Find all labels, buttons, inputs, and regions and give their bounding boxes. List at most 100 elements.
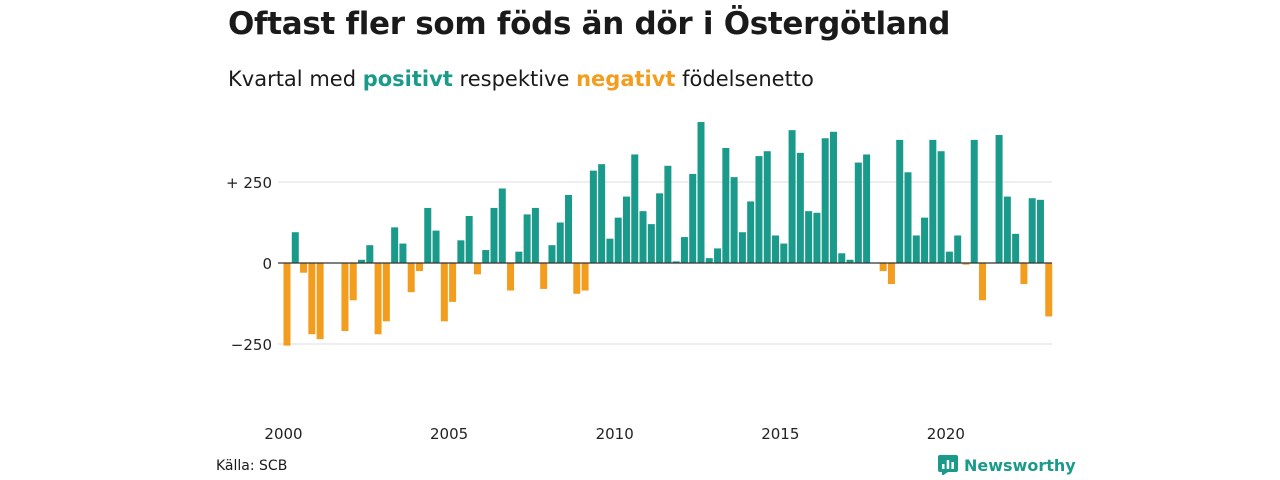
positive-bar (498, 188, 506, 263)
subtitle-pre: Kvartal med (228, 67, 357, 91)
negative-bar (573, 263, 581, 294)
positive-bar (689, 173, 697, 263)
negative-bar (449, 263, 457, 302)
negative-bar (382, 263, 390, 322)
positive-bar (523, 214, 531, 263)
negative-bar (308, 263, 316, 335)
positive-bar (805, 211, 813, 263)
source-note: Källa: SCB (216, 458, 288, 474)
negative-bar (979, 263, 987, 301)
positive-bar (291, 232, 299, 263)
positive-bar (598, 164, 606, 263)
positive-bar (589, 170, 597, 263)
positive-bar (622, 196, 630, 263)
positive-bar (432, 230, 440, 263)
positive-bar (606, 238, 614, 263)
negative-bar (440, 263, 448, 322)
positive-bar (813, 212, 821, 263)
positive-bar (631, 154, 639, 263)
positive-bar (358, 259, 366, 263)
x-tick-label: 2015 (761, 425, 799, 443)
positive-bar (730, 177, 738, 263)
negative-bar (415, 263, 423, 272)
newsworthy-icon (938, 455, 958, 475)
positive-bar (647, 224, 655, 263)
negative-bar (316, 263, 324, 340)
positive-bar (954, 235, 962, 263)
positive-bar (1028, 198, 1036, 263)
positive-bar (490, 207, 498, 263)
x-tick-label: 2000 (264, 425, 302, 443)
positive-bar (846, 259, 854, 263)
positive-bar (399, 243, 407, 263)
positive-bar (515, 251, 523, 263)
positive-bar (829, 131, 837, 263)
positive-bar (531, 207, 539, 263)
positive-bar (921, 217, 929, 263)
negative-bar (473, 263, 481, 275)
positive-bar (614, 217, 622, 263)
chart-title: Oftast fler som föds än dör i Östergötla… (228, 6, 951, 42)
y-tick-label: 0 (262, 255, 272, 273)
positive-bar (854, 162, 862, 263)
positive-bar (1036, 199, 1044, 263)
negative-bar (879, 263, 887, 272)
positive-bar (747, 201, 755, 263)
y-tick-label: −250 (231, 336, 272, 354)
positive-bar (896, 139, 904, 263)
brand-logo: Newsworthy (938, 455, 1076, 475)
positive-bar (664, 165, 672, 263)
negative-bar (887, 263, 895, 285)
positive-bar (656, 193, 664, 263)
positive-bar (722, 147, 730, 263)
negative-bar (374, 263, 382, 335)
positive-bar (1003, 196, 1011, 263)
x-tick-label: 2020 (927, 425, 965, 443)
positive-bar (1012, 233, 1020, 263)
positive-bar (929, 139, 937, 263)
subtitle-post: födelsenetto (682, 67, 814, 91)
positive-bar (457, 240, 465, 263)
positive-bar (995, 135, 1003, 263)
positive-bar (697, 122, 705, 263)
positive-bar (912, 235, 920, 263)
negative-bar (283, 263, 291, 346)
positive-bar (937, 151, 945, 263)
y-tick-label: + 250 (226, 174, 272, 192)
negative-bar (581, 263, 589, 291)
negative-bar (507, 263, 515, 291)
negative-bar (1020, 263, 1028, 285)
subtitle-mid: respektive (459, 67, 570, 91)
brand-name: Newsworthy (964, 455, 1076, 475)
positive-bar (639, 211, 647, 263)
negative-bar (407, 263, 415, 293)
positive-bar (970, 139, 978, 263)
negative-bar (349, 263, 357, 301)
positive-bar (672, 261, 680, 263)
positive-bar (863, 154, 871, 263)
negative-bar (1045, 263, 1053, 317)
positive-bar (904, 172, 912, 263)
positive-bar (424, 207, 432, 263)
subtitle-positive-word: positivt (362, 67, 453, 91)
positive-bar (738, 232, 746, 263)
positive-bar (556, 222, 564, 263)
positive-bar (780, 243, 788, 263)
positive-bar (945, 251, 953, 263)
positive-bar (772, 235, 780, 263)
positive-bar (465, 216, 473, 263)
positive-bar (548, 245, 556, 263)
positive-bar (714, 248, 722, 263)
negative-bar (300, 263, 308, 273)
negative-bar (341, 263, 349, 332)
subtitle-negative-word: negativt (576, 67, 676, 91)
chart-subtitle: Kvartal med positivt respektive negativt… (228, 67, 814, 91)
positive-bar (763, 151, 771, 263)
negative-bar (962, 263, 970, 265)
x-tick-label: 2005 (430, 425, 468, 443)
positive-bar (482, 250, 490, 263)
positive-bar (796, 152, 804, 263)
positive-bar (788, 130, 796, 263)
negative-bar (540, 263, 548, 289)
